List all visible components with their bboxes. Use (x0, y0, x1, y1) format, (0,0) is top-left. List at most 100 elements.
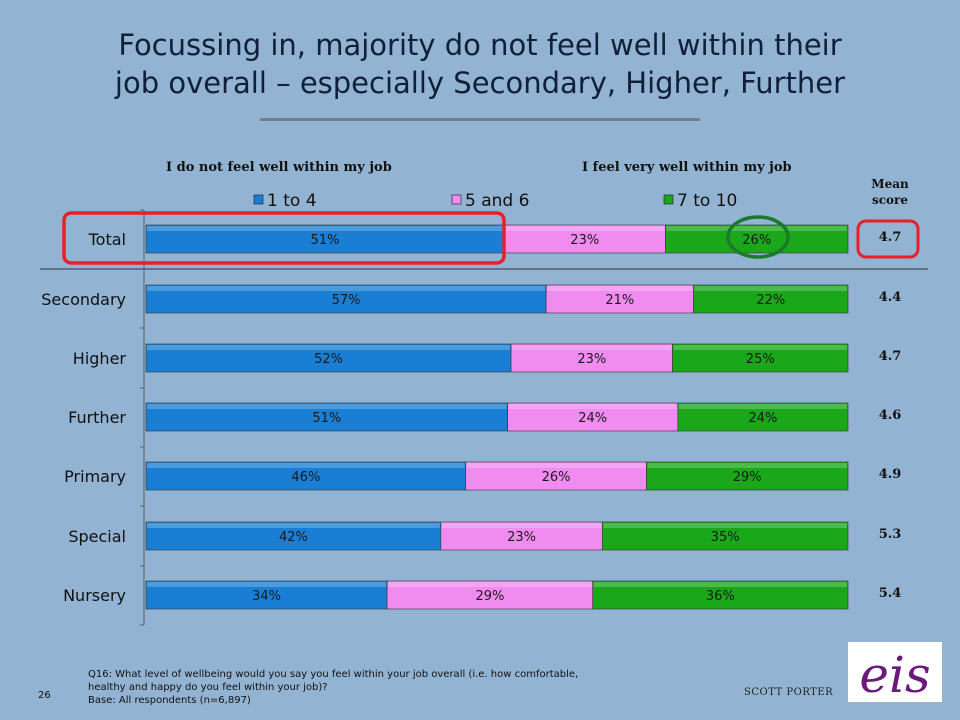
category-label: Further (68, 408, 126, 427)
bar-segment (646, 461, 849, 491)
bar-segment (592, 580, 849, 610)
data-label: 22% (756, 293, 785, 308)
data-label: 24% (578, 411, 607, 426)
mean-score-value: 4.7 (878, 349, 902, 364)
header-not-well: I do not feel well within my job (166, 160, 392, 175)
data-label: 51% (312, 411, 341, 426)
bar-segment (440, 521, 603, 551)
bar-highlight (441, 523, 602, 528)
footnote-line-2: healthy and happy do you feel within you… (88, 682, 328, 693)
bar-segment (145, 224, 505, 254)
data-label: 29% (475, 589, 504, 604)
data-label: 36% (706, 589, 735, 604)
highlight-circle (726, 215, 790, 259)
mean-score-value: 4.6 (878, 408, 902, 423)
bar-highlight (147, 345, 511, 350)
bar-highlight (547, 286, 693, 291)
title-line-1: Focussing in, majority do not feel well … (118, 28, 842, 62)
bar-segment (665, 224, 849, 254)
header-very-well: I feel very well within my job (582, 160, 792, 175)
data-label: 42% (279, 530, 308, 545)
brand-text: SCOTT PORTER (744, 687, 834, 698)
bar-segment (693, 284, 849, 314)
bar-segment (545, 284, 694, 314)
bar-highlight (508, 404, 677, 409)
bar-highlight (694, 286, 847, 291)
bar-segment (465, 461, 647, 491)
data-label: 23% (507, 530, 536, 545)
legend-swatch (253, 194, 264, 205)
bar-highlight (505, 226, 665, 231)
highlight-box (62, 211, 506, 265)
category-label: Higher (73, 349, 127, 368)
bar-segment (386, 580, 594, 610)
eis-logo-mark: eis (859, 646, 930, 704)
data-label: 26% (542, 470, 571, 485)
footnote: Q16: What level of wellbeing would you s… (88, 668, 728, 707)
bar-highlight (466, 463, 646, 468)
legend-label: 5 and 6 (465, 191, 529, 211)
mean-header-line-1: Mean (871, 177, 909, 191)
bar-highlight (678, 404, 847, 409)
data-label: 34% (252, 589, 281, 604)
bar-segment (145, 580, 388, 610)
bar-highlight (147, 523, 440, 528)
title-divider (260, 118, 700, 121)
eis-logo-text: eis (859, 646, 930, 702)
data-label: 35% (711, 530, 740, 545)
data-label: 23% (577, 352, 606, 367)
bar-highlight (647, 463, 847, 468)
bar-segment (145, 521, 442, 551)
data-label: 57% (332, 293, 361, 308)
page-number: 26 (38, 690, 51, 701)
mean-highlight-box (856, 219, 920, 259)
data-label: 21% (605, 293, 634, 308)
bar-segment (145, 402, 508, 432)
bar-highlight (388, 582, 592, 587)
slide-title: Focussing in, majority do not feel well … (20, 26, 940, 102)
data-label: 23% (570, 233, 599, 248)
bar-segment (677, 402, 849, 432)
bar-segment (672, 343, 849, 373)
category-label: Nursery (63, 586, 126, 605)
mean-score-value: 5.3 (878, 527, 902, 542)
mean-score-value: 4.4 (878, 290, 902, 305)
bar-segment (503, 224, 666, 254)
mean-score-header: Mean score (862, 176, 918, 208)
eis-logo: eis (848, 642, 942, 704)
bar-segment (601, 521, 849, 551)
bar-segment (145, 461, 467, 491)
legend-label: 7 to 10 (677, 191, 737, 211)
bar-highlight (666, 226, 847, 231)
category-label: Special (68, 527, 126, 546)
bar-highlight (603, 523, 847, 528)
bar-highlight (147, 286, 546, 291)
footnote-line-3: Base: All respondents (n=6,897) (88, 695, 251, 706)
data-label: 25% (746, 352, 775, 367)
bar-highlight (147, 404, 507, 409)
data-label: 29% (733, 470, 762, 485)
bar-segment (145, 343, 512, 373)
category-label: Secondary (41, 290, 126, 309)
category-label: Total (88, 230, 126, 249)
mean-header-line-2: score (871, 193, 909, 207)
bar-highlight (673, 345, 847, 350)
bar-segment (510, 343, 673, 373)
bar-highlight (593, 582, 847, 587)
mean-score-value: 4.7 (878, 230, 902, 245)
title-line-2: job overall – especially Secondary, High… (114, 66, 846, 100)
bar-segment (145, 284, 547, 314)
legend-label: 1 to 4 (267, 191, 317, 211)
bar-highlight (512, 345, 672, 350)
data-label: 51% (311, 233, 340, 248)
mean-score-value: 4.9 (878, 467, 902, 482)
data-label: 26% (742, 233, 771, 248)
bar-highlight (147, 226, 504, 231)
bar-segment (507, 402, 679, 432)
mean-score-value: 5.4 (878, 586, 902, 601)
bar-highlight (147, 582, 387, 587)
category-label: Primary (64, 467, 126, 486)
legend-swatch (663, 194, 674, 205)
legend-swatch (451, 194, 462, 205)
